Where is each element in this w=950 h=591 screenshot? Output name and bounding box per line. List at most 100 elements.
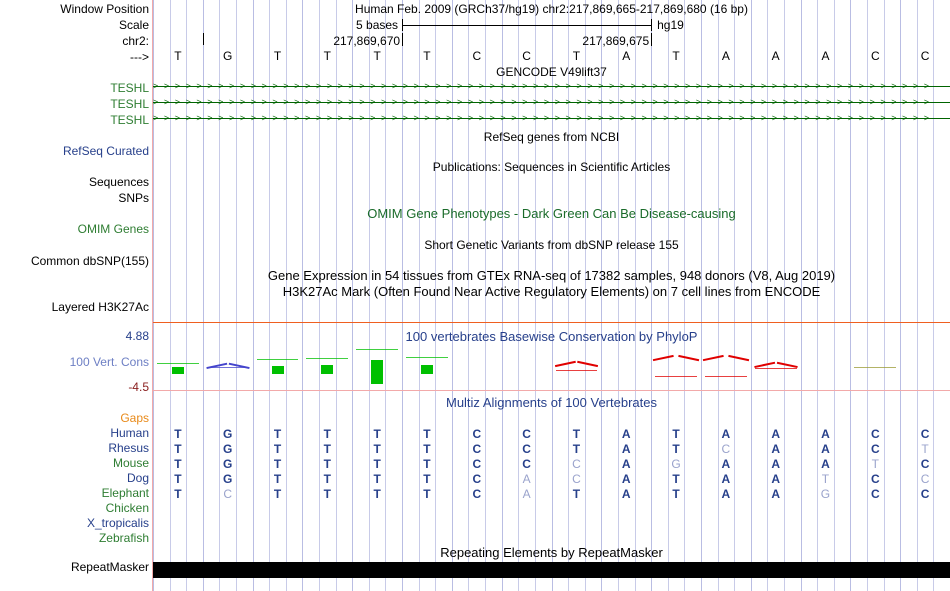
conservation-plot[interactable] xyxy=(153,324,950,390)
gridline xyxy=(651,0,652,591)
gridline-sub xyxy=(917,0,918,591)
gridline xyxy=(253,0,254,591)
gridline xyxy=(801,0,802,591)
gridline-sub xyxy=(767,0,768,591)
sidebar-item-common-dbsnp[interactable]: Common dbSNP(155) xyxy=(30,254,149,268)
alignment-base: C xyxy=(870,472,880,486)
conservation-cap-line xyxy=(655,376,697,377)
sidebar-item-species-human[interactable]: Human xyxy=(110,426,149,440)
gridline-sub xyxy=(817,0,818,591)
coordinate-label: 217,869,675 xyxy=(582,34,650,48)
label-strand: ---> xyxy=(130,50,149,64)
alignment-base: A xyxy=(771,427,780,441)
alignment-base: A xyxy=(821,457,830,471)
scale-bar-line xyxy=(402,25,652,26)
conservation-arch-right xyxy=(576,360,599,370)
strand-arrow-icon: >>>>>>>>>>>>>>>>>>>>>>>>>>>>>>>>>>>>>>>>… xyxy=(153,82,935,91)
conservation-arch-left xyxy=(554,360,576,370)
panel-divider xyxy=(152,0,153,591)
sidebar-item-teshl-1[interactable]: TESHL xyxy=(110,81,149,95)
gridline-sub xyxy=(419,0,420,591)
gridline-sub xyxy=(618,0,619,591)
conservation-arch-right xyxy=(726,355,749,370)
alignment-base: T xyxy=(423,472,431,486)
alignment-base: T xyxy=(672,442,680,456)
alignment-base: A xyxy=(621,442,631,456)
conservation-bar xyxy=(420,364,433,374)
gridline-sub xyxy=(485,0,486,591)
repeatmasker-feature-bar[interactable] xyxy=(153,562,950,578)
alignment-base: C xyxy=(572,472,581,486)
repeatmasker-track-title: Repeating Elements by RepeatMasker xyxy=(440,545,663,560)
sidebar-item-repeatmasker[interactable]: RepeatMasker xyxy=(70,560,149,574)
coordinate-label: 217,869,670 xyxy=(333,34,401,48)
gridline-sub xyxy=(933,0,934,591)
sidebar-item-sequences[interactable]: Sequences xyxy=(88,175,149,189)
sidebar-item-refseq-curated[interactable]: RefSeq Curated xyxy=(62,144,149,158)
conservation-arch-left xyxy=(702,355,726,370)
gtex-track-title: Gene Expression in 54 tissues from GTEx … xyxy=(267,268,836,283)
conservation-arch-left xyxy=(206,362,228,370)
alignment-base: T xyxy=(871,457,879,471)
alignment-base: C xyxy=(223,487,233,501)
sidebar-item-gaps[interactable]: Gaps xyxy=(120,411,149,425)
alignment-base: C xyxy=(472,487,482,501)
intron-line xyxy=(153,86,950,87)
gridline-sub xyxy=(219,0,220,591)
sequence-base: T xyxy=(273,49,282,63)
alignment-base: A xyxy=(721,472,731,486)
sidebar-item-omim-genes[interactable]: OMIM Genes xyxy=(77,222,149,236)
gridline-sub xyxy=(336,0,337,591)
alignment-base: G xyxy=(223,472,233,486)
sidebar-item-layered-h3k27ac[interactable]: Layered H3K27Ac xyxy=(51,300,149,314)
sidebar-item-species-mouse[interactable]: Mouse xyxy=(112,456,149,470)
gencode-transcript-row-1[interactable]: >>>>>>>>>>>>>>>>>>>>>>>>>>>>>>>>>>>>>>>>… xyxy=(153,82,950,91)
conservation-cap-line xyxy=(306,357,349,359)
gridline xyxy=(153,0,154,591)
window-position-value: Human Feb. 2009 (GRCh37/hg19) chr2:217,8… xyxy=(355,2,748,16)
gridline-sub xyxy=(518,0,519,591)
gridline-sub xyxy=(585,0,586,591)
alignment-base: G xyxy=(223,427,233,441)
gencode-transcript-row-2[interactable]: >>>>>>>>>>>>>>>>>>>>>>>>>>>>>>>>>>>>>>>>… xyxy=(153,98,950,107)
sidebar-item-species-zebrafish[interactable]: Zebrafish xyxy=(98,531,149,545)
gridline xyxy=(502,0,503,591)
sidebar-item-species-dog[interactable]: Dog xyxy=(126,471,149,485)
conservation-bar xyxy=(271,366,284,374)
conservation-cap-line xyxy=(555,369,598,371)
gridline-sub xyxy=(435,0,436,591)
sidebar-item-species-chicken[interactable]: Chicken xyxy=(105,501,149,515)
sidebar-item-species-elephant[interactable]: Elephant xyxy=(101,486,149,500)
sequence-base: C xyxy=(870,49,880,63)
sidebar-item-100-vert-cons[interactable]: 100 Vert. Cons xyxy=(69,355,149,369)
gridline xyxy=(352,0,353,591)
gridline-sub xyxy=(784,0,785,591)
gridline-sub xyxy=(236,0,237,591)
alignment-row xyxy=(153,532,950,546)
alignment-base: C xyxy=(870,427,880,441)
alignment-base: T xyxy=(323,472,332,486)
sidebar-item-teshl-2[interactable]: TESHL xyxy=(110,97,149,111)
intron-line xyxy=(153,118,950,119)
sequence-base: A xyxy=(821,49,830,63)
sidebar-item-teshl-3[interactable]: TESHL xyxy=(110,113,149,127)
sidebar-item-species-x-tropicalis[interactable]: X_tropicalis xyxy=(86,516,149,530)
track-data-panel: Human Feb. 2009 (GRCh37/hg19) chr2:217,8… xyxy=(153,0,950,591)
gridline-sub xyxy=(535,0,536,591)
gridline-sub xyxy=(635,0,636,591)
gencode-transcript-row-3[interactable]: >>>>>>>>>>>>>>>>>>>>>>>>>>>>>>>>>>>>>>>>… xyxy=(153,114,950,123)
alignment-base: T xyxy=(273,442,282,456)
alignment-base: A xyxy=(721,457,731,471)
sidebar-item-snps[interactable]: SNPs xyxy=(118,191,149,205)
alignment-base: T xyxy=(323,427,332,441)
conservation-bar xyxy=(371,360,384,384)
gridline-sub xyxy=(718,0,719,591)
alignment-row xyxy=(153,502,950,516)
sidebar-item-species-rhesus[interactable]: Rhesus xyxy=(108,441,149,455)
sequence-base: C xyxy=(522,49,531,63)
gridline-sub xyxy=(684,0,685,591)
alignment-base: C xyxy=(472,442,482,456)
alignment-base: T xyxy=(174,457,182,471)
